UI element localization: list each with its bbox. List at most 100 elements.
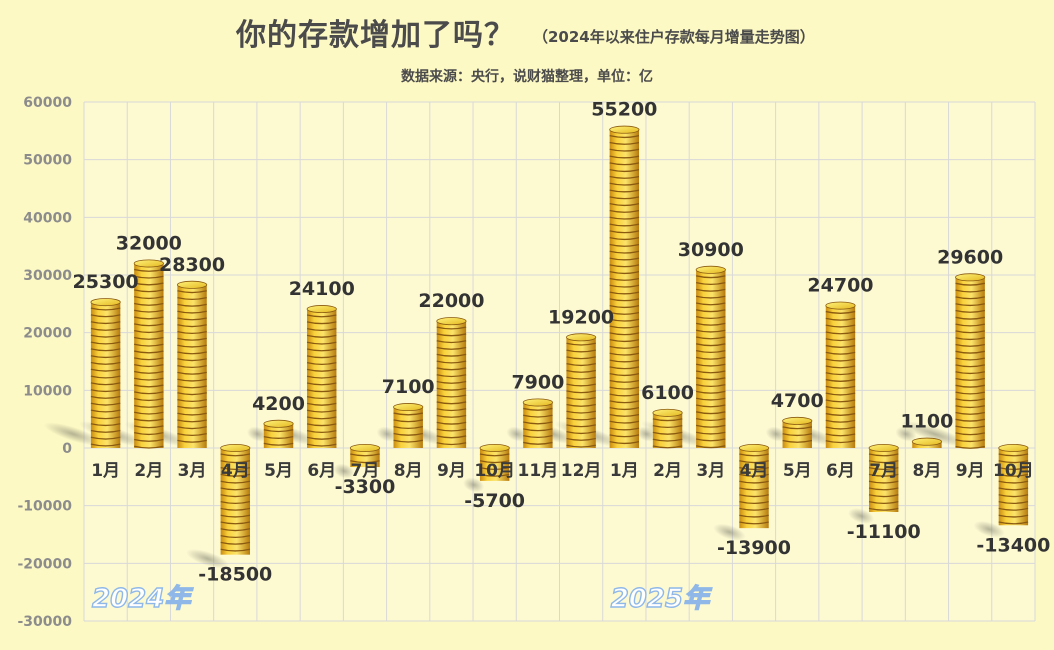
coin-ridge bbox=[133, 391, 164, 395]
bar-top bbox=[349, 443, 381, 452]
coin-ridge bbox=[566, 349, 596, 353]
x-tick-label: 4月 bbox=[740, 461, 769, 481]
coin-ridge bbox=[955, 432, 986, 436]
coin-ridge bbox=[436, 340, 467, 344]
coin-ridge bbox=[177, 439, 207, 443]
coin-ridge bbox=[133, 398, 164, 402]
bar-top bbox=[868, 443, 899, 452]
coin-ridge bbox=[609, 427, 640, 431]
coin-ridge bbox=[955, 296, 986, 300]
coin-ridge bbox=[220, 534, 251, 538]
coin-ridge bbox=[177, 317, 207, 321]
coin-ridge bbox=[609, 243, 640, 247]
coin-ridge bbox=[133, 445, 164, 449]
data-label: 25300 bbox=[73, 271, 139, 293]
coin-ridge bbox=[652, 424, 683, 429]
bar bbox=[263, 419, 294, 448]
coin-ridge bbox=[609, 386, 640, 390]
coin-ridge bbox=[436, 326, 467, 330]
coin-ridge bbox=[695, 417, 726, 422]
coin-ridge bbox=[306, 436, 337, 440]
x-tick-label: 2月 bbox=[653, 461, 682, 481]
coin-ridge bbox=[825, 344, 856, 348]
coin-ridge bbox=[90, 443, 121, 447]
coin-ridge bbox=[523, 435, 553, 439]
coin-ridge bbox=[177, 432, 207, 437]
coin-ridge bbox=[133, 309, 164, 313]
y-tick-label: 40000 bbox=[23, 210, 72, 226]
bar-top bbox=[306, 305, 337, 314]
coin-ridge bbox=[133, 370, 164, 374]
coin-ridge bbox=[90, 355, 121, 359]
coin-ridge bbox=[566, 410, 596, 414]
coin-ridge bbox=[436, 374, 467, 378]
coin-ridge bbox=[177, 412, 207, 416]
bar-shadow bbox=[186, 549, 229, 569]
coin-ridge bbox=[695, 322, 726, 326]
coin-ridge bbox=[393, 419, 424, 423]
coin-ridge bbox=[436, 380, 467, 384]
coin-ridge bbox=[825, 372, 856, 376]
coin-ridge bbox=[609, 318, 640, 322]
coin-ridge bbox=[868, 507, 899, 511]
bar-top bbox=[566, 333, 597, 342]
coin-ridge bbox=[695, 445, 726, 449]
bar-body bbox=[134, 263, 164, 448]
bar bbox=[911, 437, 943, 448]
coin-ridge bbox=[739, 494, 769, 498]
coin-ridge bbox=[609, 257, 640, 261]
coin-ridge bbox=[739, 473, 769, 477]
y-tick-label: 50000 bbox=[23, 153, 72, 169]
coin-ridge bbox=[695, 404, 726, 408]
coin-ridge bbox=[133, 316, 164, 320]
coin-ridge bbox=[306, 327, 337, 332]
data-label: 28300 bbox=[159, 254, 225, 276]
coin-ridge bbox=[955, 425, 986, 429]
coin-ridge bbox=[955, 398, 986, 402]
bar-top bbox=[263, 419, 294, 428]
coin-ridge bbox=[90, 375, 121, 379]
coin-ridge bbox=[955, 323, 986, 327]
coin-ridge bbox=[479, 460, 510, 464]
data-label: 1100 bbox=[900, 411, 953, 433]
y-axis: 60000 50000 40000 30000 20000 10000 0 -10000 -20… bbox=[17, 95, 72, 630]
coin-ridge bbox=[695, 383, 726, 388]
data-label: 30900 bbox=[678, 239, 744, 261]
coin-ridge bbox=[868, 480, 899, 484]
x-tick-label: 7月 bbox=[351, 461, 380, 481]
bar-body bbox=[998, 448, 1029, 526]
coin-ridge bbox=[739, 460, 769, 464]
x-tick-label: 12月 bbox=[561, 461, 602, 481]
coin-ridge bbox=[868, 494, 899, 498]
coin-ridge bbox=[306, 389, 337, 393]
coin-ridge bbox=[652, 445, 683, 449]
coin-ridge bbox=[868, 453, 899, 457]
bar-shadow bbox=[463, 477, 485, 493]
coin-ridge bbox=[436, 414, 467, 418]
coin-ridge bbox=[306, 409, 337, 413]
coin-ridge bbox=[609, 230, 640, 234]
coin-ridge bbox=[868, 460, 899, 464]
coin-ridge bbox=[436, 442, 467, 446]
coin-ridge bbox=[177, 364, 207, 369]
coin-ridge bbox=[695, 309, 726, 313]
coin-ridge bbox=[609, 359, 640, 363]
coin-ridge bbox=[998, 487, 1029, 491]
coin-ridge bbox=[609, 413, 640, 417]
bar bbox=[393, 403, 424, 448]
y-tick-label: 30000 bbox=[23, 268, 72, 284]
coin-ridge bbox=[133, 377, 164, 381]
bar bbox=[738, 443, 770, 529]
coin-ridge bbox=[998, 460, 1029, 464]
coin-ridge bbox=[566, 383, 596, 387]
coin-ridge bbox=[739, 480, 769, 484]
coin-ridge bbox=[306, 429, 337, 434]
bar bbox=[479, 443, 510, 481]
coin-ridge bbox=[609, 237, 640, 241]
coin-ridge bbox=[566, 369, 596, 373]
coin-ridge bbox=[609, 298, 640, 302]
coin-ridge bbox=[177, 358, 207, 362]
bar-shadows bbox=[43, 421, 1005, 569]
coin-ridge bbox=[609, 352, 640, 356]
coin-ridge bbox=[306, 314, 337, 318]
